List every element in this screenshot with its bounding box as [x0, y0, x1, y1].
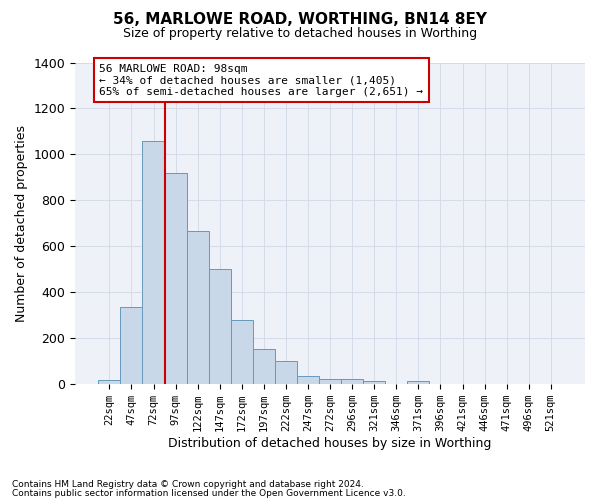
Bar	[341, 379, 363, 384]
Text: 56 MARLOWE ROAD: 98sqm
← 34% of detached houses are smaller (1,405)
65% of semi-: 56 MARLOWE ROAD: 98sqm ← 34% of detached…	[100, 64, 424, 97]
Bar	[253, 348, 275, 384]
Bar	[142, 140, 164, 384]
Bar	[231, 320, 253, 384]
Bar	[407, 382, 430, 384]
Bar	[164, 173, 187, 384]
X-axis label: Distribution of detached houses by size in Worthing: Distribution of detached houses by size …	[169, 437, 492, 450]
Text: Contains HM Land Registry data © Crown copyright and database right 2024.: Contains HM Land Registry data © Crown c…	[12, 480, 364, 489]
Bar	[275, 361, 297, 384]
Bar	[363, 381, 385, 384]
Text: Size of property relative to detached houses in Worthing: Size of property relative to detached ho…	[123, 28, 477, 40]
Bar	[319, 379, 341, 384]
Bar	[98, 380, 121, 384]
Bar	[209, 270, 231, 384]
Bar	[187, 232, 209, 384]
Text: Contains public sector information licensed under the Open Government Licence v3: Contains public sector information licen…	[12, 489, 406, 498]
Y-axis label: Number of detached properties: Number of detached properties	[15, 125, 28, 322]
Bar	[297, 376, 319, 384]
Bar	[121, 307, 142, 384]
Text: 56, MARLOWE ROAD, WORTHING, BN14 8EY: 56, MARLOWE ROAD, WORTHING, BN14 8EY	[113, 12, 487, 28]
